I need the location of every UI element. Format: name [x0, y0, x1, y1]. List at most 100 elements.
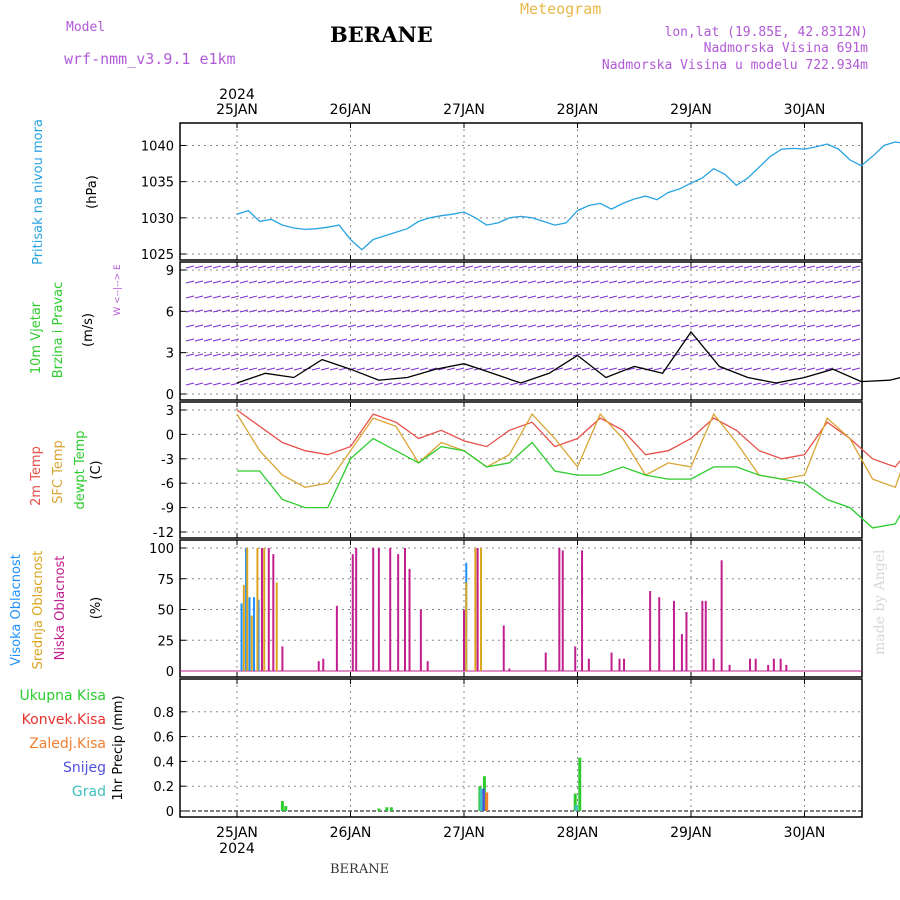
y-tick-label: 100 [149, 542, 174, 557]
axis-title: Niska Oblacnost [53, 556, 68, 661]
wind-barb [437, 280, 447, 284]
wind-barb [320, 309, 330, 313]
cloud-bar [772, 658, 775, 671]
wind-barb [338, 295, 348, 299]
wind-barb [230, 265, 240, 269]
wind-barb [797, 338, 807, 342]
wind-barb [329, 295, 339, 299]
wind-barb [194, 382, 204, 386]
wind-barb [788, 309, 798, 313]
precip-bar [479, 788, 483, 811]
wind-barb [185, 367, 195, 371]
wind-barb [203, 382, 213, 386]
wind-barb [635, 280, 645, 284]
wind-barb [482, 353, 492, 357]
cloud-bar [720, 560, 723, 671]
wind-barb [590, 280, 600, 284]
wind-barb [194, 367, 204, 371]
wind-barb [329, 382, 339, 386]
wind-barb [824, 280, 834, 284]
wind-barb [599, 295, 609, 299]
wind-barb [698, 295, 708, 299]
wind-barb [500, 295, 510, 299]
wind-barb [356, 265, 366, 269]
wind-barb [761, 265, 771, 269]
wind-barb [599, 265, 609, 269]
wind-barb [842, 382, 852, 386]
wind-barb [347, 280, 357, 284]
wind-barb [752, 295, 762, 299]
wind-barb [788, 280, 798, 284]
wind-barb [815, 280, 825, 284]
wind-barb [410, 353, 420, 357]
wind-barb [401, 265, 411, 269]
precip-bar [574, 804, 578, 811]
precip-bar [284, 806, 288, 811]
wind-barb [716, 324, 726, 328]
wind-barb [626, 338, 636, 342]
wind-barb [275, 367, 285, 371]
cloud-bar [508, 668, 511, 671]
legend-item: Zaledj.Kisa [29, 736, 106, 752]
wind-barb [644, 309, 654, 313]
y-tick-label: 0.2 [153, 780, 174, 795]
wind-barb [545, 295, 555, 299]
wind-barb [257, 280, 267, 284]
wind-barb [491, 309, 501, 313]
wind-barb [401, 324, 411, 328]
wind-barb [266, 367, 276, 371]
y-tick-label: 3 [166, 404, 174, 419]
wind-barb [752, 338, 762, 342]
wind-barb [455, 309, 465, 313]
wind-barb [779, 382, 789, 386]
wind-barb [455, 324, 465, 328]
y-tick-label: 0 [166, 428, 174, 443]
wind-barb [824, 295, 834, 299]
wind-barb [770, 280, 780, 284]
wind-barb [230, 353, 240, 357]
wind-barb [545, 353, 555, 357]
cloud-bar [728, 664, 731, 671]
wind-barb [302, 338, 312, 342]
wind-barb [644, 382, 654, 386]
wind-barb [671, 382, 681, 386]
cloud-bar [246, 548, 249, 671]
wind-barb [383, 295, 393, 299]
wind-barb [239, 353, 249, 357]
cloud-bar [754, 658, 757, 671]
wind-barb [644, 280, 654, 284]
wind-barb [293, 280, 303, 284]
cloud-bar [335, 605, 338, 671]
y-tick-label: 3 [166, 347, 174, 362]
wind-barb [374, 353, 384, 357]
wind-barb [230, 295, 240, 299]
wind-barb [374, 309, 384, 313]
wind-barb [392, 338, 402, 342]
cloud-bar [257, 599, 260, 671]
wind-barb [311, 338, 321, 342]
wind-barb [401, 295, 411, 299]
wind-barb [563, 367, 573, 371]
wind-barb [716, 295, 726, 299]
wind-barb [284, 295, 294, 299]
wind-barb [185, 338, 195, 342]
wind-barb [572, 338, 582, 342]
precip-bar [385, 807, 389, 811]
wind-barb [401, 338, 411, 342]
wind-barb [185, 382, 195, 386]
wind-barb [428, 265, 438, 269]
axis-title: Srednja Oblacnost [31, 551, 46, 670]
wind-barb [356, 382, 366, 386]
wind-barb [347, 295, 357, 299]
wind-barb [653, 280, 663, 284]
axis-title: (hPa) [85, 175, 100, 209]
wind-barb [509, 382, 519, 386]
cloud-bar [426, 661, 429, 671]
wind-barb [572, 324, 582, 328]
axis-title: 1hr Precip (mm) [111, 695, 126, 800]
wind-barb [221, 367, 231, 371]
panel-frame [179, 122, 863, 261]
wind-barb [257, 353, 267, 357]
wind-barb [455, 265, 465, 269]
wind-barb [302, 353, 312, 357]
